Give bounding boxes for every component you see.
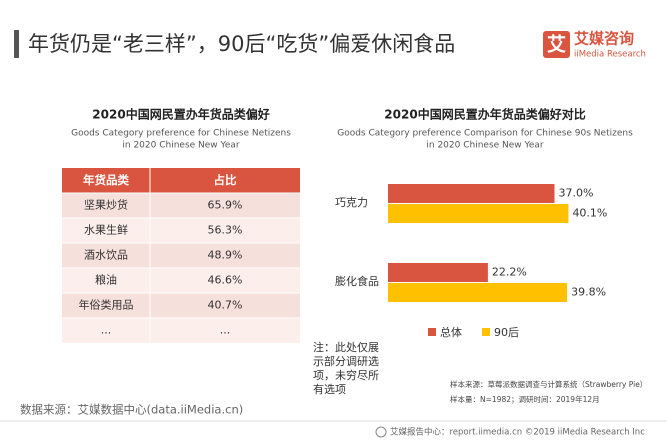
table-header: 占比 bbox=[214, 173, 237, 187]
table-cell: ... bbox=[101, 324, 112, 337]
table-cell: 46.6% bbox=[208, 274, 243, 287]
sample-size: 样本量：N=1982；调研时间：2019年12月 bbox=[450, 394, 600, 404]
value-label: 37.0% bbox=[559, 187, 594, 200]
logo-mark: 艾 bbox=[547, 34, 566, 56]
value-label: 40.1% bbox=[572, 207, 607, 220]
value-label: 39.8% bbox=[571, 286, 606, 299]
table-subtitle: in 2020 Chinese New Year bbox=[122, 141, 239, 151]
chart-subtitle: in 2020 Chinese New Year bbox=[426, 141, 543, 151]
value-label: 22.2% bbox=[492, 266, 527, 279]
note: 注：此处仅展 bbox=[313, 340, 379, 354]
table-row-bg bbox=[62, 293, 300, 318]
table-cell: 65.9% bbox=[208, 199, 243, 212]
note: 示部分调研选 bbox=[313, 354, 379, 368]
logo-square bbox=[543, 31, 570, 58]
bar bbox=[388, 263, 488, 282]
legend-label: 90后 bbox=[494, 326, 519, 339]
bar bbox=[388, 283, 568, 302]
logo-sub: iiMedia Research bbox=[574, 50, 646, 60]
table-subtitle: Goods Category preference for Chinese Ne… bbox=[71, 129, 291, 139]
bar-chart: 巧克力 37.0% 40.1% 膨化食品 22.2% 39.8% 总体 90后 bbox=[335, 184, 607, 339]
table-cell: 48.9% bbox=[208, 249, 243, 262]
chart-subtitle: Goods Category preference Comparison for… bbox=[337, 129, 633, 139]
category-label: 膨化食品 bbox=[335, 274, 379, 288]
table-title: 2020中国网民置办年货品类偏好 bbox=[92, 107, 269, 122]
footer-icon bbox=[375, 426, 387, 438]
source: 数据来源：艾媒数据中心(data.iiMedia.cn) bbox=[20, 403, 243, 417]
footer: 艾媒报告中心：report.iimedia.cn ©2019 iiMedia R… bbox=[390, 427, 645, 438]
table-row-bg bbox=[62, 218, 300, 243]
legend-swatch bbox=[428, 328, 436, 336]
note: 有选项 bbox=[313, 382, 346, 396]
table-cell: 水果生鲜 bbox=[84, 223, 128, 237]
table-row-bg bbox=[62, 318, 300, 343]
bar bbox=[388, 204, 569, 223]
table-header: 年货品类 bbox=[83, 173, 129, 187]
chart-title: 2020中国网民置办年货品类偏好对比 bbox=[384, 107, 585, 122]
table-cell: 粮油 bbox=[95, 273, 117, 287]
table-row-bg bbox=[62, 193, 300, 218]
title-accent bbox=[14, 30, 19, 58]
sample-source: 样本来源：草莓派数据调查与计算系统（Strawberry Pie） bbox=[450, 379, 647, 389]
bar bbox=[388, 184, 555, 203]
table-row-bg bbox=[62, 243, 300, 268]
legend-swatch bbox=[482, 328, 490, 336]
logo-name: 艾媒咨询 bbox=[574, 30, 634, 48]
page-title: 年货仍是“老三样”，90后“吃货”偏爱休闲食品 bbox=[28, 32, 455, 56]
table-row-bg bbox=[62, 268, 300, 293]
legend-label: 总体 bbox=[440, 325, 462, 339]
table-cell: 年俗类用品 bbox=[79, 298, 134, 312]
category-label: 巧克力 bbox=[335, 196, 368, 209]
table-cell: ... bbox=[220, 324, 231, 337]
table-cell: 40.7% bbox=[208, 299, 243, 312]
note: 项，未穷尽所 bbox=[313, 368, 379, 382]
table-header-bg bbox=[62, 168, 300, 193]
table-cell: 坚果炒货 bbox=[84, 198, 128, 212]
table-cell: 56.3% bbox=[208, 224, 243, 237]
table-cell: 酒水饮品 bbox=[84, 249, 128, 262]
